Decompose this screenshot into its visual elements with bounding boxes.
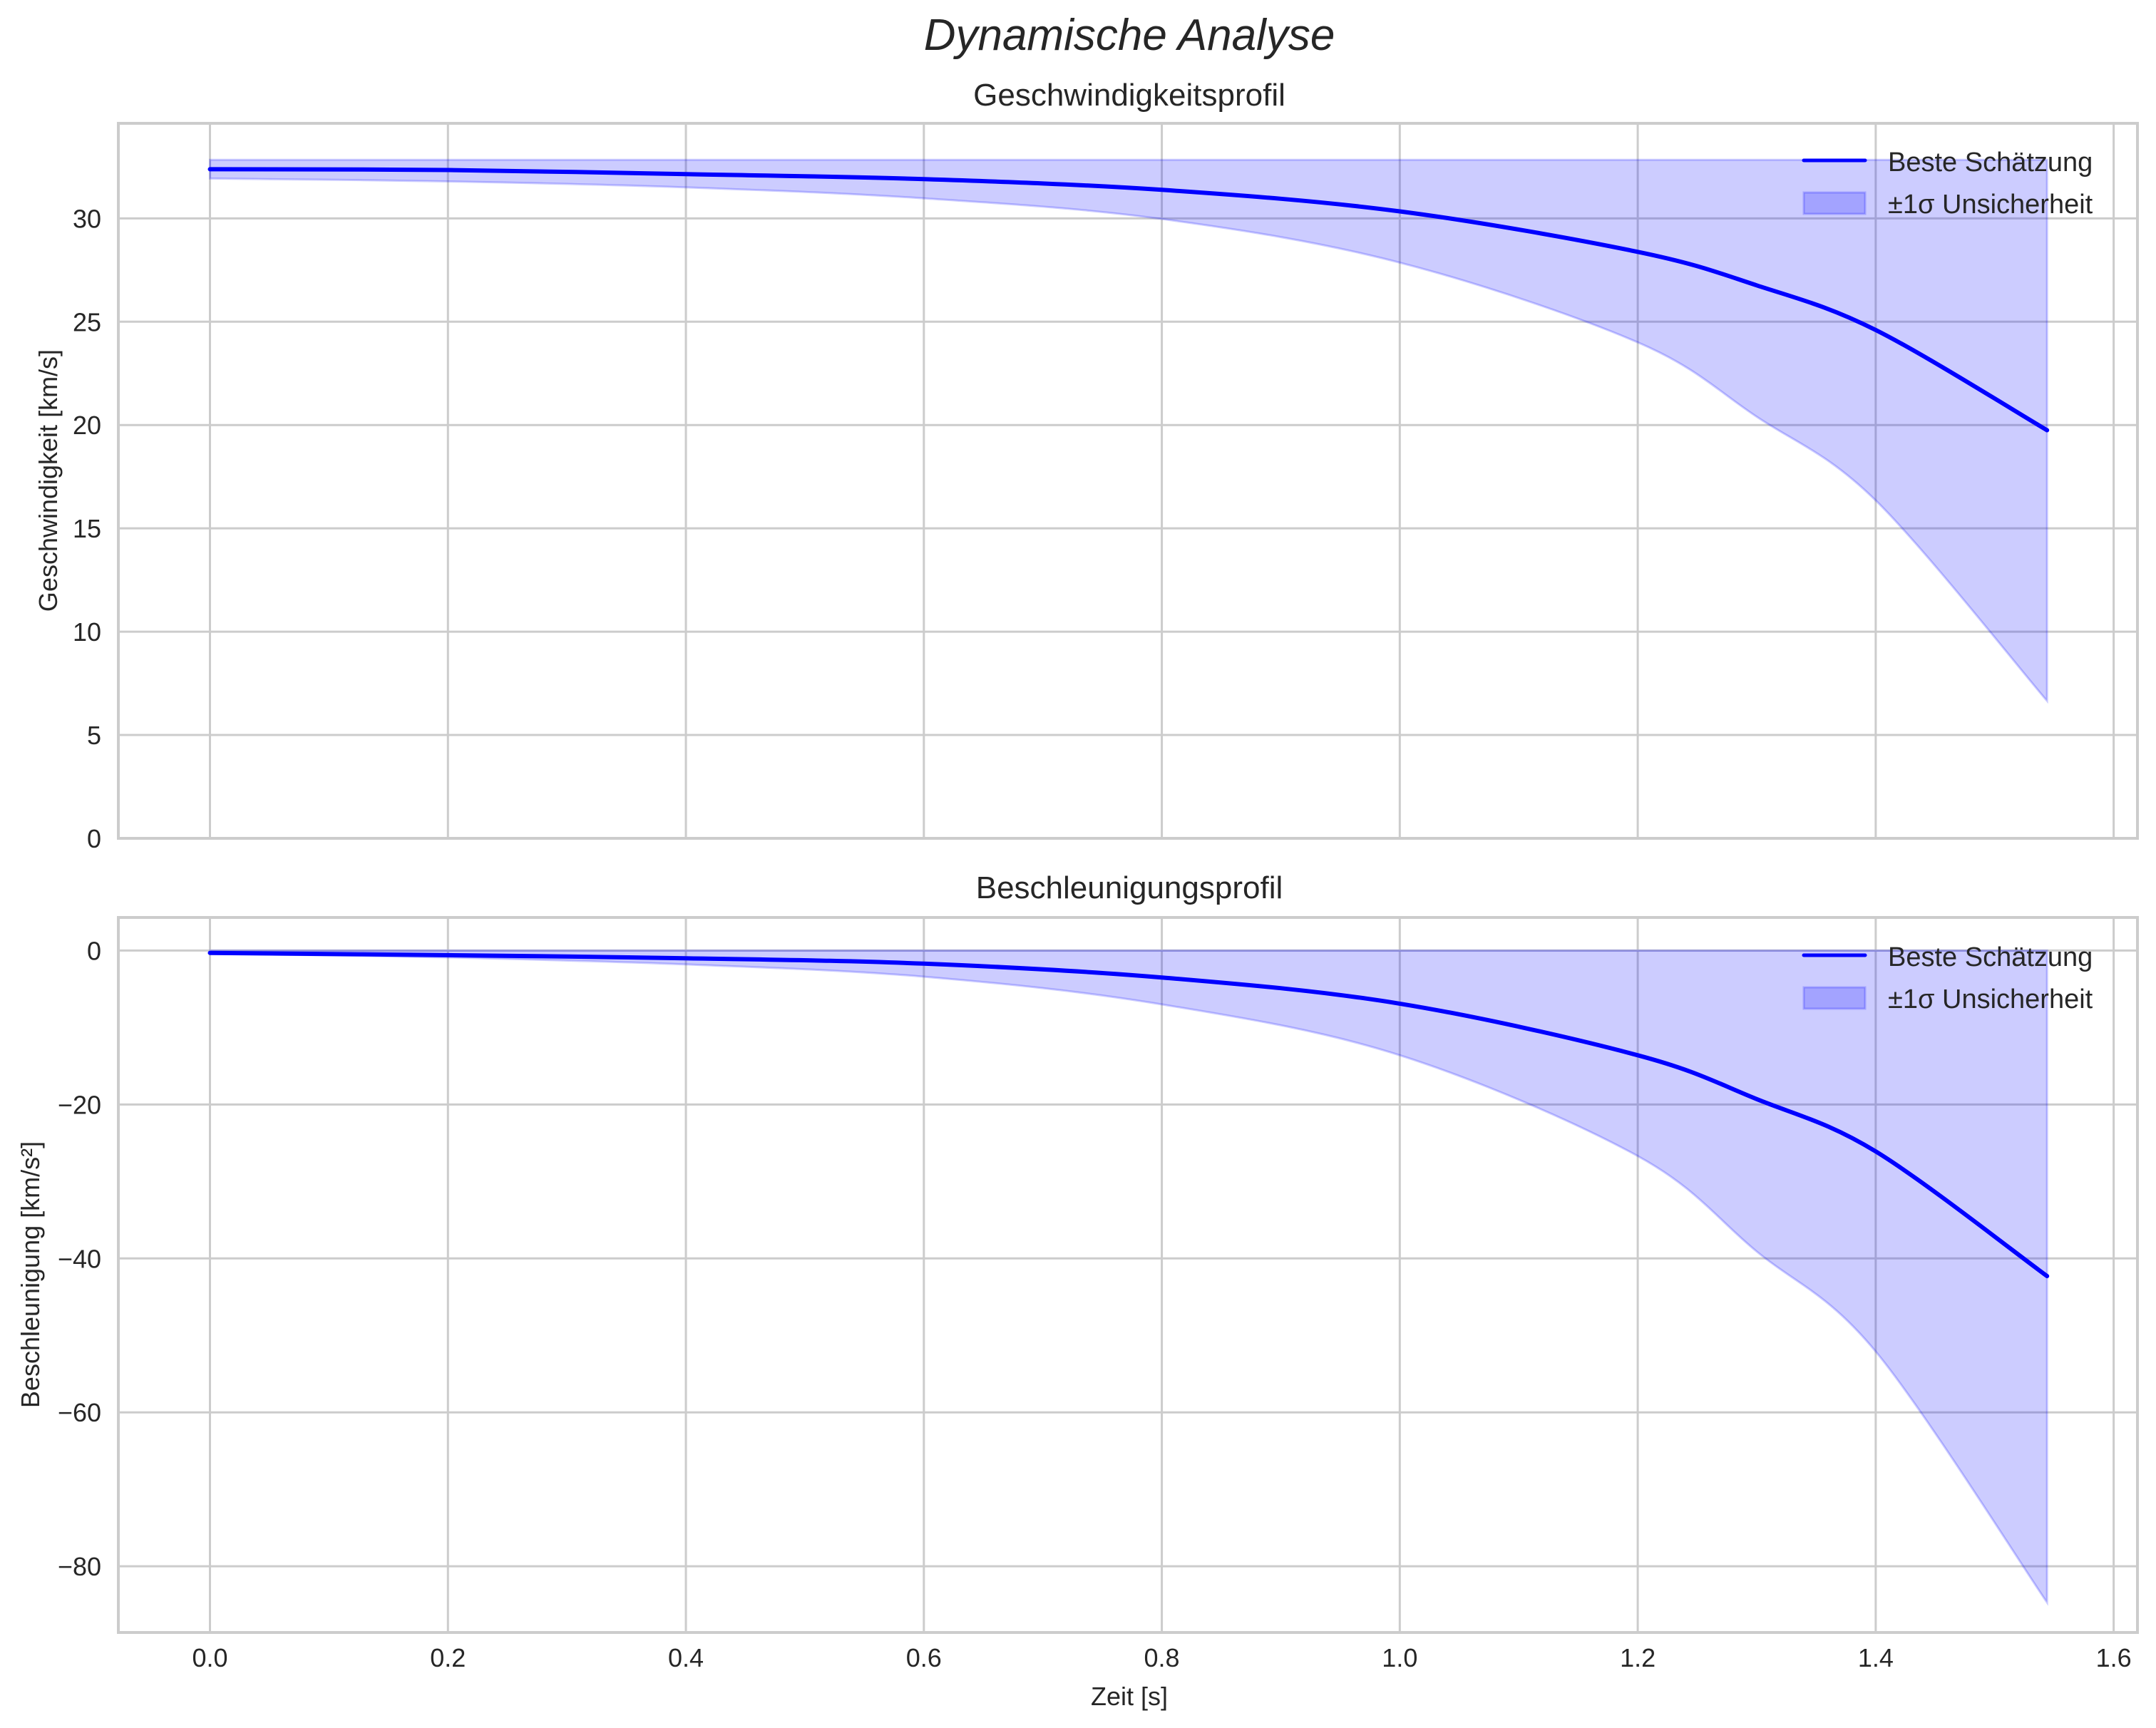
- y-tick-label: −40: [58, 1244, 101, 1273]
- y-tick-label: −20: [58, 1090, 101, 1119]
- acceleration-gridlines: [118, 917, 2137, 1632]
- velocity-legend: Beste Schätzung ±1σ Unsicherheit: [1802, 148, 2093, 220]
- x-tick-label: 0.6: [906, 1643, 942, 1672]
- x-axis-label: Zeit [s]: [1091, 1682, 1168, 1711]
- velocity-axes-frame: [117, 122, 2139, 840]
- x-tick-label: 0.0: [192, 1643, 227, 1672]
- y-tick-label: 20: [73, 411, 101, 440]
- velocity-panel-title: Geschwindigkeitsprofil: [973, 78, 1285, 113]
- y-tick-label: 10: [73, 617, 101, 647]
- acceleration-y-axis-label: Beschleunigung [km/s²]: [16, 1141, 45, 1408]
- figure-suptitle: Dynamische Analyse: [924, 11, 1335, 60]
- acceleration-legend: Beste Schätzung ±1σ Unsicherheit: [1802, 942, 2093, 1014]
- y-tick-label: −60: [58, 1398, 101, 1427]
- x-tick-label: 1.4: [1858, 1643, 1894, 1672]
- y-tick-label: 0: [87, 824, 101, 853]
- y-tick-label: 25: [73, 307, 101, 336]
- legend-label-uncertainty: ±1σ Unsicherheit: [1888, 190, 2093, 220]
- x-tick-label: 1.0: [1382, 1643, 1417, 1672]
- velocity-y-ticks: 0 5 10 15 20 25 30: [73, 204, 101, 853]
- legend-band-swatch: [1802, 191, 1867, 215]
- legend-label-best-estimate: Beste Schätzung: [1888, 148, 2093, 178]
- acceleration-axes-frame: [117, 916, 2139, 1634]
- legend-band-swatch: [1802, 986, 1867, 1010]
- x-tick-label: 1.6: [2096, 1643, 2132, 1672]
- velocity-uncertainty-band: [209, 158, 2048, 704]
- acceleration-panel-title: Beschleunigungsprofil: [976, 870, 1283, 905]
- x-tick-label: 0.4: [668, 1643, 704, 1672]
- x-tick-label: 0.2: [430, 1643, 466, 1672]
- acceleration-uncertainty-band: [209, 949, 2048, 1606]
- y-tick-label: 5: [87, 721, 101, 750]
- acceleration-panel: Beschleunigungsprofil −80 −60 −40 −20 0 Besc…: [16, 870, 2139, 1634]
- acceleration-best-estimate-line: [207, 950, 2050, 1279]
- x-tick-label: 1.2: [1620, 1643, 1655, 1672]
- legend-label-uncertainty: ±1σ Unsicherheit: [1888, 984, 2093, 1014]
- y-tick-label: 15: [73, 514, 101, 543]
- y-tick-label: −80: [58, 1552, 101, 1581]
- x-axis-ticks: 0.0 0.2 0.4 0.6 0.8 1.0 1.2 1.4 1.6: [192, 1643, 2131, 1672]
- velocity-y-axis-label: Geschwindigkeit [km/s]: [34, 349, 63, 612]
- velocity-panel: Geschwindigkeitsprofil 0 5 10 15 20 25 30 Gesc…: [34, 78, 2139, 853]
- velocity-best-estimate-line: [207, 167, 2050, 433]
- y-tick-label: 30: [73, 204, 101, 233]
- acceleration-y-ticks: −80 −60 −40 −20 0: [58, 936, 101, 1581]
- x-tick-label: 0.8: [1144, 1643, 1180, 1672]
- legend-label-best-estimate: Beste Schätzung: [1888, 942, 2093, 972]
- y-tick-label: 0: [87, 936, 101, 965]
